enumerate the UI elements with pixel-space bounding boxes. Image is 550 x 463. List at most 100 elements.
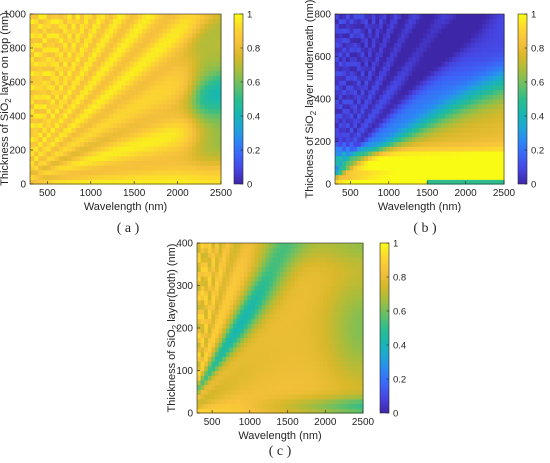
- heatmap-cell: [88, 42, 93, 48]
- heatmap-cell: [463, 23, 468, 29]
- heatmap-cell: [175, 42, 181, 48]
- heatmap-cell: [96, 99, 102, 105]
- heatmap-cell: [215, 313, 220, 320]
- heatmap-cell: [276, 337, 281, 343]
- heatmap-cell: [430, 51, 435, 58]
- heatmap-cell: [218, 384, 223, 390]
- heatmap-cell: [261, 299, 267, 305]
- heatmap-cell: [338, 169, 343, 176]
- heatmap-cell: [179, 179, 185, 185]
- heatmap-cell: [146, 99, 152, 105]
- heatmap-cell: [323, 271, 328, 277]
- heatmap-cell: [348, 389, 353, 395]
- heatmap-cell: [261, 304, 267, 310]
- heatmap-cell: [196, 80, 201, 86]
- heatmap-cell: [236, 351, 241, 357]
- heatmap-cell: [397, 32, 402, 39]
- heatmap-cell: [83, 37, 89, 43]
- heatmap-cell: [382, 122, 388, 128]
- heatmap-cell: [349, 47, 354, 53]
- heatmap-cell: [415, 150, 421, 157]
- y-axis-label: Thickness of SiO2 layer underneath (nm): [304, 0, 318, 198]
- heatmap-cell: [360, 51, 365, 58]
- heatmap-cell: [448, 113, 454, 119]
- heatmap-cell: [200, 342, 205, 348]
- heatmap-cell: [368, 150, 373, 157]
- heatmap-cell: [158, 150, 164, 157]
- heatmap-cell: [412, 127, 417, 133]
- heatmap-cell: [121, 132, 127, 138]
- heatmap-cell: [346, 56, 351, 62]
- heatmap-cell: [434, 70, 439, 76]
- heatmap-cell: [412, 23, 417, 29]
- heatmap-cell: [408, 150, 413, 157]
- heatmap-cell: [272, 408, 277, 414]
- heatmap-cell: [404, 65, 410, 72]
- heatmap-cell: [430, 32, 435, 39]
- heatmap-cell: [382, 150, 388, 157]
- heatmap-cell: [162, 23, 168, 29]
- heatmap-cell: [312, 323, 317, 329]
- heatmap-cell: [280, 328, 285, 334]
- heatmap-cell: [280, 290, 285, 296]
- heatmap-cell: [481, 28, 487, 34]
- heatmap-cell: [474, 80, 479, 86]
- heatmap-cell: [42, 80, 48, 86]
- heatmap-cell: [67, 94, 73, 100]
- heatmap-cell: [337, 323, 342, 329]
- heatmap-cell: [150, 179, 156, 185]
- heatmap-cell: [30, 150, 35, 157]
- heatmap-cell: [364, 165, 369, 171]
- heatmap-cell: [75, 127, 81, 133]
- heatmap-cell: [187, 56, 193, 62]
- heatmap-cell: [42, 103, 48, 110]
- heatmap-cell: [353, 117, 358, 124]
- heatmap-cell: [216, 108, 222, 114]
- heatmap-cell: [393, 146, 399, 152]
- heatmap-cell: [207, 285, 213, 291]
- heatmap-cell: [240, 276, 245, 282]
- heatmap-cell: [83, 51, 89, 58]
- heatmap-cell: [243, 276, 249, 282]
- heatmap-cell: [437, 56, 443, 62]
- heatmap-cell: [415, 94, 421, 100]
- heatmap-cell: [316, 299, 321, 305]
- heatmap-cell: [125, 99, 131, 105]
- heatmap-cell: [258, 318, 263, 324]
- heatmap-cell: [269, 285, 274, 291]
- heatmap-cell: [187, 80, 193, 86]
- heatmap-cell: [474, 132, 479, 138]
- heatmap-cell: [368, 169, 373, 176]
- heatmap-cell: [456, 84, 461, 91]
- heatmap-cell: [326, 370, 332, 376]
- heatmap-cell: [330, 365, 335, 372]
- heatmap-cell: [200, 70, 205, 76]
- heatmap-cell: [287, 252, 292, 258]
- heatmap-cell: [287, 243, 292, 249]
- heatmap-cell: [401, 28, 406, 34]
- heatmap-cell: [463, 75, 468, 81]
- heatmap-cell: [456, 89, 461, 95]
- heatmap-cell: [401, 51, 406, 58]
- heatmap-cell: [344, 271, 350, 277]
- heatmap-cell: [298, 370, 303, 376]
- heatmap-cell: [334, 332, 339, 339]
- heatmap-cell: [79, 75, 85, 81]
- heatmap-cell: [280, 309, 285, 315]
- heatmap-cell: [481, 70, 487, 76]
- heatmap-cell: [208, 179, 214, 185]
- heatmap-cell: [308, 309, 314, 315]
- heatmap-cell: [200, 75, 205, 81]
- heatmap-cell: [382, 103, 388, 110]
- heatmap-cell: [63, 65, 68, 72]
- heatmap-cell: [175, 70, 181, 76]
- heatmap-cell: [154, 160, 160, 166]
- heatmap-cell: [338, 160, 343, 166]
- heatmap-cell: [349, 160, 354, 166]
- heatmap-cell: [216, 103, 222, 110]
- heatmap-cell: [167, 14, 172, 20]
- heatmap-cell: [75, 80, 81, 86]
- heatmap-cell: [308, 271, 314, 277]
- heatmap-cell: [335, 174, 340, 180]
- heatmap-cell: [46, 165, 52, 171]
